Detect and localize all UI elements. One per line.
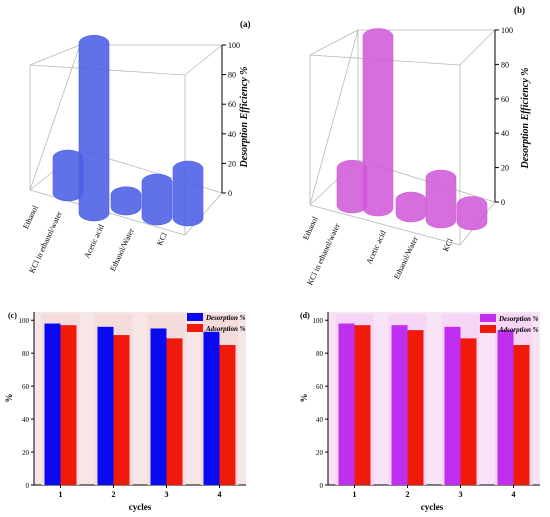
panel-c-y-tick-label: 80 <box>22 350 30 358</box>
panel-d-bar-adsorption-cycle-3 <box>460 338 477 485</box>
panel-d-y-axis-title: % <box>299 394 309 403</box>
panel-d-x-axis-title: cycles <box>421 502 444 512</box>
panel-d-bar-desorption-cycle-4 <box>497 330 514 485</box>
panel-b-category-label-acetic-acid: Acetic acid <box>364 229 387 266</box>
panel-d-legend-swatch-desorption <box>480 314 496 322</box>
panel-b-bar-ethanol <box>336 159 368 214</box>
panel-c-bar-adsorption-cycle-1 <box>60 325 77 485</box>
panel-c-bar-desorption-cycle-4 <box>203 331 220 485</box>
panel-a-z-tick-label: 80 <box>228 71 236 80</box>
panel-d-y-tick-label: 0 <box>320 482 324 490</box>
panel-a-z-tick-label: 0 <box>228 189 232 198</box>
panel-d-y-tick-label: 60 <box>316 383 324 391</box>
panel-b-label: (b) <box>514 5 525 15</box>
panel-a-bar-ethanol-water <box>141 173 173 226</box>
panel-c-label: (c) <box>8 311 17 320</box>
panel-a-bar-ethanol <box>52 149 84 202</box>
panel-c-y-tick-label: 20 <box>22 449 30 457</box>
panel-c-y-axis-title: % <box>4 394 14 403</box>
panel-b-z-tick-label: 60 <box>501 95 509 104</box>
panel-c-bar-adsorption-cycle-3 <box>166 338 183 485</box>
panel-a-category-label-kcl: KCl <box>155 230 169 247</box>
panel-b-category-label-ethanol-water: Ethanol/Water <box>392 235 420 281</box>
panel-d-bar-adsorption-cycle-2 <box>407 330 424 485</box>
panel-c: 0 20 40 60 80 100 1 2 3 4 (c) % cycles Desorptio… <box>4 311 246 512</box>
panel-c-bar-adsorption-cycle-2 <box>113 335 130 485</box>
panel-d-y-tick-label: 20 <box>316 449 324 457</box>
panel-c-legend-swatch-adsorption <box>187 324 203 332</box>
panel-c-x-tick-label: 1 <box>59 490 63 499</box>
panel-d-y-tick-label: 80 <box>316 350 324 358</box>
panel-b-z-tick-label: 40 <box>501 129 509 138</box>
panel-b-category-label-kcl: KCl <box>441 236 455 253</box>
panel-c-x-tick-label: 2 <box>112 490 116 499</box>
panel-a-label: (a) <box>240 19 251 29</box>
panel-b-z-tick-label: 100 <box>501 26 513 35</box>
panel-b-bar-ethanol-water <box>425 169 457 229</box>
panel-d-bar-desorption-cycle-2 <box>391 325 408 485</box>
panel-a-z-tick-label: 20 <box>228 159 236 168</box>
panel-d-legend-adsorption: Adsorption % <box>498 326 539 334</box>
panel-b-z-axis-title: Desorption Efficiency % <box>520 68 531 170</box>
panel-d-bar-adsorption-cycle-1 <box>354 325 371 485</box>
panel-c-y-tick-label: 60 <box>22 383 30 391</box>
panel-a-z-tick-label: 40 <box>228 130 236 139</box>
panel-d-label: (d) <box>300 311 310 320</box>
panel-d-x-tick-label: 4 <box>512 490 516 499</box>
panel-b-category-label-ethanol: Ethanol <box>301 214 320 241</box>
panel-b-z-tick-label: 20 <box>501 164 509 173</box>
panel-a-z-tick-label: 60 <box>228 100 236 109</box>
panel-c-x-axis-title: cycles <box>129 502 152 512</box>
panel-a-bar-kcl-in-ethanol-water <box>78 34 110 222</box>
panel-d: 0 20 40 60 80 100 1 2 3 4 (d) % cycles Desorptio… <box>299 311 540 512</box>
panel-c-y-tick-label: 40 <box>22 416 30 424</box>
panel-b-z-tick-label: 80 <box>501 60 509 69</box>
panel-a-category-label-ethanol: Ethanol <box>21 203 40 230</box>
panel-c-bar-desorption-cycle-3 <box>150 328 167 485</box>
panel-b-bar-kcl <box>456 196 488 231</box>
panel-d-legend: Desorption % Adsorption % <box>480 314 539 334</box>
panel-b-bar-acetic-acid <box>395 191 427 223</box>
panel-d-legend-desorption: Desorption % <box>498 315 539 323</box>
panel-c-x-tick-label: 3 <box>165 490 169 499</box>
panel-a-bar-acetic-acid <box>110 186 142 216</box>
panel-c-bar-desorption-cycle-2 <box>97 326 114 485</box>
panel-d-legend-swatch-adsorption <box>480 325 496 333</box>
panel-a-bar-kcl <box>172 160 204 227</box>
panel-d-x-tick-label: 2 <box>406 490 410 499</box>
panel-a-z-tick-label: 100 <box>228 41 240 50</box>
panel-c-y-tick-label: 100 <box>19 317 30 325</box>
panel-b-z-tick-label: 0 <box>501 198 505 207</box>
panel-c-legend-swatch-desorption <box>187 313 203 321</box>
panel-c-bar-adsorption-cycle-4 <box>219 344 236 485</box>
panel-b-bar-kcl-in-ethanol-water <box>362 28 394 217</box>
panel-a-category-label-acetic-acid: Acetic acid <box>82 223 105 260</box>
panel-d-y-tick-label: 40 <box>316 416 324 424</box>
panel-d-bar-adsorption-cycle-4 <box>513 344 530 485</box>
panel-d-y-tick-label: 100 <box>313 317 324 325</box>
panel-c-x-tick-label: 4 <box>218 490 222 499</box>
panel-a-category-label-ethanol-water: Ethanol/Water <box>108 227 136 273</box>
panel-c-legend-adsorption: Adsorption % <box>205 325 246 333</box>
panel-c-legend-desorption: Desorption % <box>205 314 246 322</box>
panel-d-bar-desorption-cycle-3 <box>444 326 461 485</box>
panel-d-x-tick-label: 1 <box>353 490 357 499</box>
panel-d-x-tick-label: 3 <box>459 490 463 499</box>
panel-d-bar-desorption-cycle-1 <box>338 323 355 485</box>
panel-c-legend: Desorption % Adsorption % <box>187 313 246 333</box>
panel-a-z-axis-title: Desorption Efficiency % <box>239 67 250 169</box>
panel-c-y-tick-label: 0 <box>26 482 30 490</box>
panel-c-bar-desorption-cycle-1 <box>44 323 61 485</box>
